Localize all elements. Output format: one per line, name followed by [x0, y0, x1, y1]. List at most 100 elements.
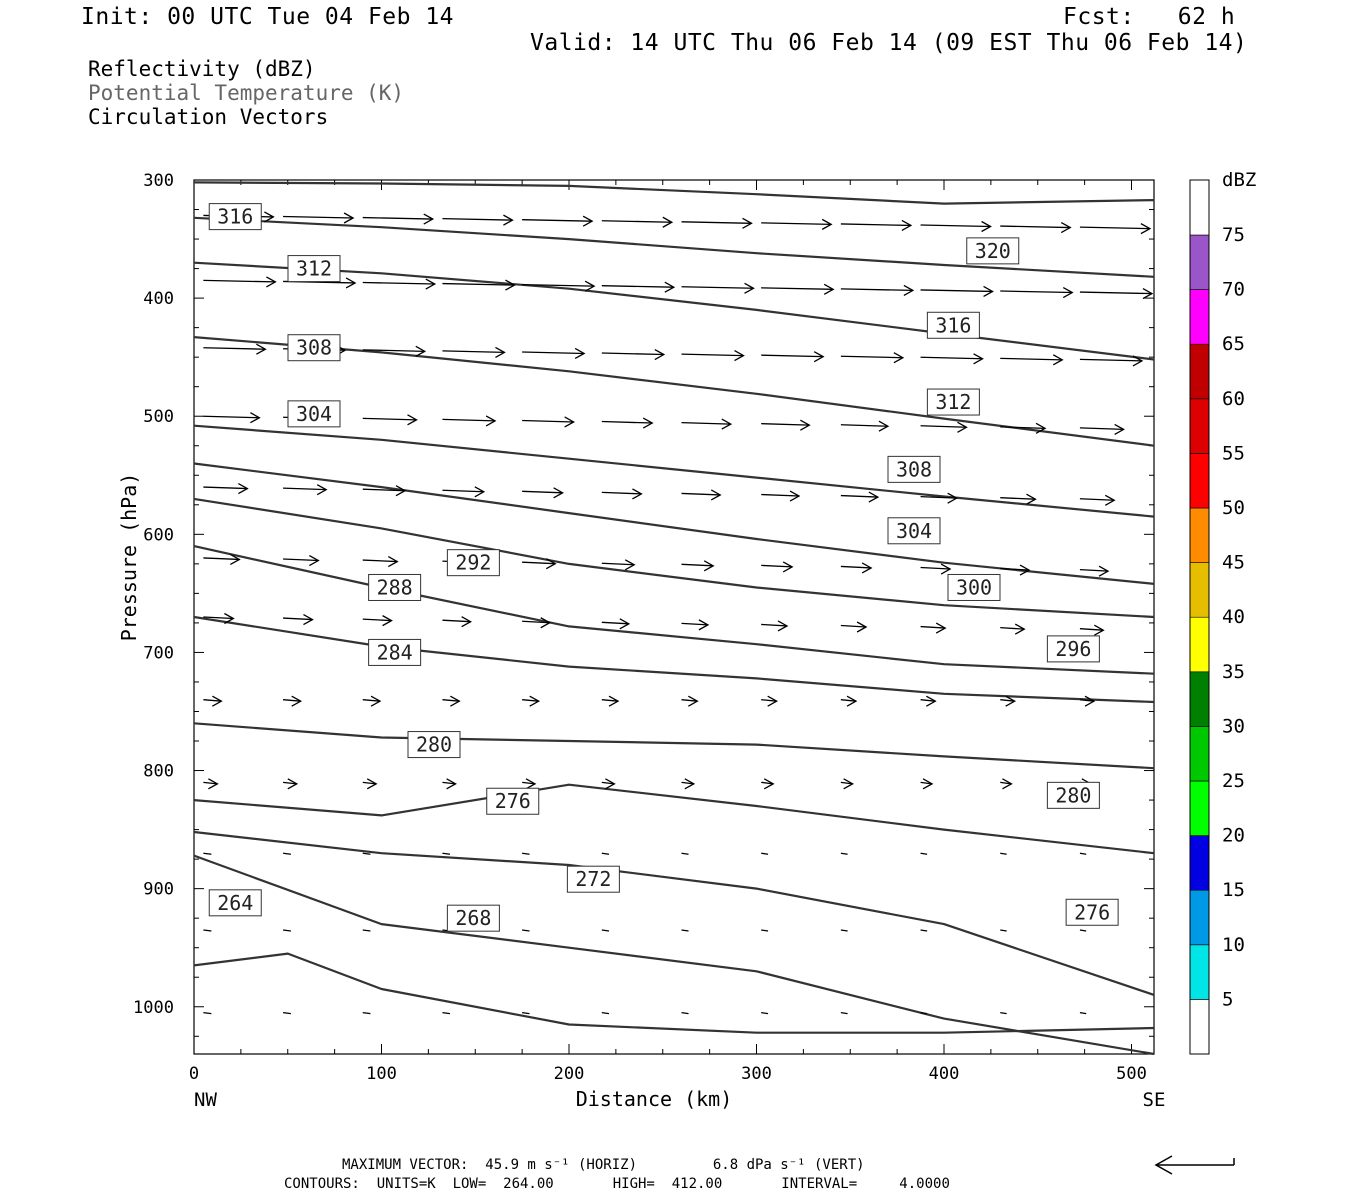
y-tick-label: 600	[143, 525, 174, 545]
colorbar-tick-label: 30	[1222, 715, 1245, 737]
colorbar-segment	[1189, 671, 1210, 727]
vector-head	[868, 491, 880, 503]
vector-shaft	[1079, 226, 1150, 230]
circulation-vector	[522, 347, 586, 360]
colorbar-segment	[1189, 889, 1210, 946]
vector-shaft	[1000, 852, 1007, 855]
circulation-vector	[203, 852, 212, 855]
theta-contour	[193, 424, 1155, 518]
contour-info: CONTOURS: UNITS=K LOW= 264.00 HIGH= 412.…	[284, 1176, 950, 1192]
vector-head	[345, 277, 357, 289]
vector-shaft	[522, 620, 550, 624]
circulation-vector	[761, 490, 801, 502]
vector-head	[922, 778, 934, 790]
vector-shaft	[1079, 1012, 1087, 1015]
circulation-vector	[681, 929, 689, 932]
circulation-vector	[203, 1012, 212, 1015]
contour-label: 284	[368, 638, 422, 666]
circulation-vector	[761, 929, 769, 932]
circulation-vector	[681, 619, 710, 631]
circulation-vector	[1000, 221, 1072, 234]
theta-contour	[193, 336, 1155, 447]
vector-head	[619, 618, 631, 630]
circulation-vector	[681, 695, 699, 707]
theta-contour	[193, 497, 1155, 619]
vector-head	[1019, 564, 1031, 576]
y-tick-label: 1000	[133, 998, 174, 1018]
vector-head	[1094, 624, 1105, 636]
circulation-vector	[920, 695, 937, 707]
vector-head	[1104, 494, 1116, 506]
vector-shaft	[601, 781, 615, 785]
y-tick-label: 400	[143, 289, 174, 309]
vector-shaft	[522, 419, 574, 423]
vector-shaft	[1079, 568, 1109, 572]
vector-head	[664, 281, 676, 293]
colorbar-tick-label: 50	[1222, 497, 1245, 519]
plot-frame	[193, 179, 1155, 1055]
x-tick-label: 200	[554, 1064, 585, 1084]
circulation-vector	[442, 695, 461, 707]
vector-head	[366, 778, 378, 790]
vector-head	[632, 488, 643, 500]
colorbar-tick-label: 75	[1222, 224, 1245, 246]
vector-shaft	[920, 289, 993, 293]
vector-shaft	[522, 219, 593, 222]
contour-label-text: 276	[1074, 900, 1110, 924]
contour-label: 304	[887, 517, 941, 545]
vector-shaft	[920, 224, 991, 228]
contour-label: 288	[368, 573, 422, 601]
colorbar-segment	[1189, 179, 1210, 236]
vector-shaft	[761, 1012, 769, 1015]
vector-shaft	[1000, 699, 1015, 702]
contour-label-text: 316	[935, 313, 971, 337]
vector-shaft	[840, 355, 903, 359]
vector-shaft	[362, 929, 371, 932]
circulation-vector	[442, 486, 486, 498]
vector-shaft	[442, 282, 515, 286]
vector-shaft	[442, 699, 460, 702]
circulation-vector	[761, 695, 779, 707]
contour-label: 304	[287, 400, 341, 428]
circulation-vector	[761, 419, 811, 431]
vector-head	[1084, 695, 1096, 707]
vector-shaft	[442, 217, 513, 221]
circulation-vector	[1000, 354, 1064, 366]
colorbar-segment	[1189, 944, 1210, 1000]
contour-label-text: 300	[956, 575, 992, 599]
colorbar-tick-label: 20	[1222, 825, 1245, 847]
circulation-vector	[1079, 929, 1087, 932]
vector-shaft	[1079, 291, 1152, 295]
vector-head	[767, 695, 779, 707]
contour-label-box	[1046, 781, 1100, 809]
contour-label-text: 280	[416, 733, 452, 757]
vector-shaft	[283, 487, 327, 491]
vector-shaft	[840, 288, 913, 292]
circulation-vector	[362, 213, 435, 225]
vector-shaft	[1079, 427, 1124, 431]
vector-shaft	[442, 619, 471, 623]
vector-head	[935, 622, 947, 634]
circulation-vector	[761, 1012, 769, 1015]
vector-shaft	[522, 490, 563, 494]
vector-shaft	[442, 489, 484, 493]
colorbar-segment	[1189, 726, 1210, 782]
theta-contour	[193, 216, 1155, 278]
circulation-vector	[1079, 223, 1152, 235]
vector-shaft	[1079, 929, 1087, 932]
circulation-vector	[1000, 778, 1013, 790]
vector-head	[688, 695, 699, 707]
vector-head	[382, 615, 393, 627]
vector-head	[387, 556, 399, 568]
colorbar-segment	[1189, 289, 1210, 345]
circulation-vector	[522, 617, 552, 629]
vector-shaft	[920, 425, 967, 428]
circulation-vector	[601, 1012, 610, 1015]
vector-shaft	[442, 781, 456, 785]
colorbar-tick-label: 25	[1222, 770, 1245, 792]
contour-label-box	[566, 865, 620, 893]
vector-shaft	[840, 223, 911, 227]
theta-contour	[193, 722, 1155, 770]
vector-shaft	[1000, 1012, 1007, 1015]
vector-head	[553, 487, 564, 499]
